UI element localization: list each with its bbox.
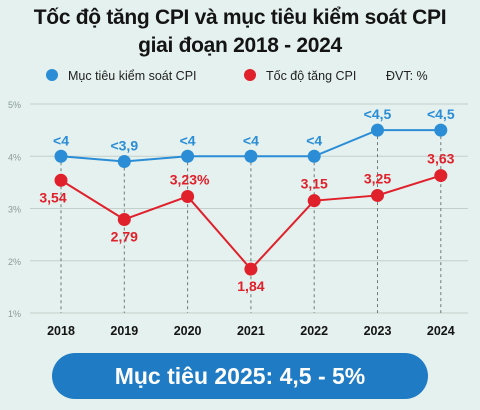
point-growth [54, 173, 68, 187]
point-growth [371, 188, 384, 202]
y-tick-label: 3% [8, 205, 21, 215]
point-target [371, 123, 384, 137]
point-growth [307, 194, 321, 208]
point-growth [117, 212, 131, 226]
point-target [181, 149, 195, 163]
data-label-target: <3,9 [110, 137, 138, 153]
data-label-target: <4,5 [364, 106, 392, 122]
point-growth [434, 169, 448, 183]
data-label-growth: 2,79 [111, 228, 138, 244]
legend-label-target: Mục tiêu kiểm soát CPI [68, 69, 197, 83]
point-growth [244, 262, 258, 276]
y-tick-label: 5% [8, 100, 21, 110]
x-tick-label: 2020 [174, 324, 202, 338]
point-growth [181, 189, 195, 203]
x-tick-label: 2023 [364, 324, 392, 338]
legend-unit: ĐVT: % [386, 69, 428, 83]
legend-label-growth: Tốc độ tăng CPI [266, 69, 357, 83]
data-label-growth: 3,63 [427, 151, 454, 167]
data-label-growth: 3,25 [364, 170, 391, 186]
legend-swatch-target [46, 69, 58, 81]
x-tick-label: 2019 [110, 324, 138, 338]
legend-swatch-growth [244, 69, 256, 81]
legend-item-target: Mục tiêu kiểm soát CPI [46, 69, 197, 83]
data-label-target: <4 [53, 132, 69, 148]
x-tick-label: 2022 [300, 324, 328, 338]
point-target [307, 149, 321, 163]
data-label-target: <4 [243, 132, 259, 148]
legend: Mục tiêu kiểm soát CPI Tốc độ tăng CPI Đ… [0, 69, 480, 85]
x-tick-label: 2024 [427, 324, 455, 338]
point-target [244, 149, 258, 163]
y-tick-label: 1% [8, 309, 21, 319]
chart-title: Tốc độ tăng CPI và mục tiêu kiểm soát CP… [0, 4, 480, 60]
data-label-growth: 3,54 [39, 189, 66, 205]
y-tick-label: 4% [8, 152, 21, 162]
data-label-target: <4 [306, 132, 322, 148]
x-tick-label: 2021 [237, 324, 265, 338]
chart-title-line-1: Tốc độ tăng CPI và mục tiêu kiểm soát CP… [33, 6, 447, 29]
data-label-target: <4 [180, 132, 196, 148]
legend-item-growth: Tốc độ tăng CPI [244, 69, 356, 83]
chart-title-line-2: giai đoạn 2018 - 2024 [138, 34, 342, 57]
point-target [117, 154, 131, 168]
point-target [434, 123, 448, 137]
point-target [54, 149, 68, 163]
data-label-growth: 3,23% [170, 171, 210, 187]
x-tick-label: 2018 [47, 324, 75, 338]
data-label-growth: 1,84 [237, 278, 264, 294]
data-label-target: <4,5 [427, 106, 455, 122]
data-label-growth: 3,15 [301, 176, 328, 192]
target-2025-banner: Mục tiêu 2025: 4,5 - 5% [52, 353, 428, 399]
y-tick-label: 2% [8, 257, 21, 267]
